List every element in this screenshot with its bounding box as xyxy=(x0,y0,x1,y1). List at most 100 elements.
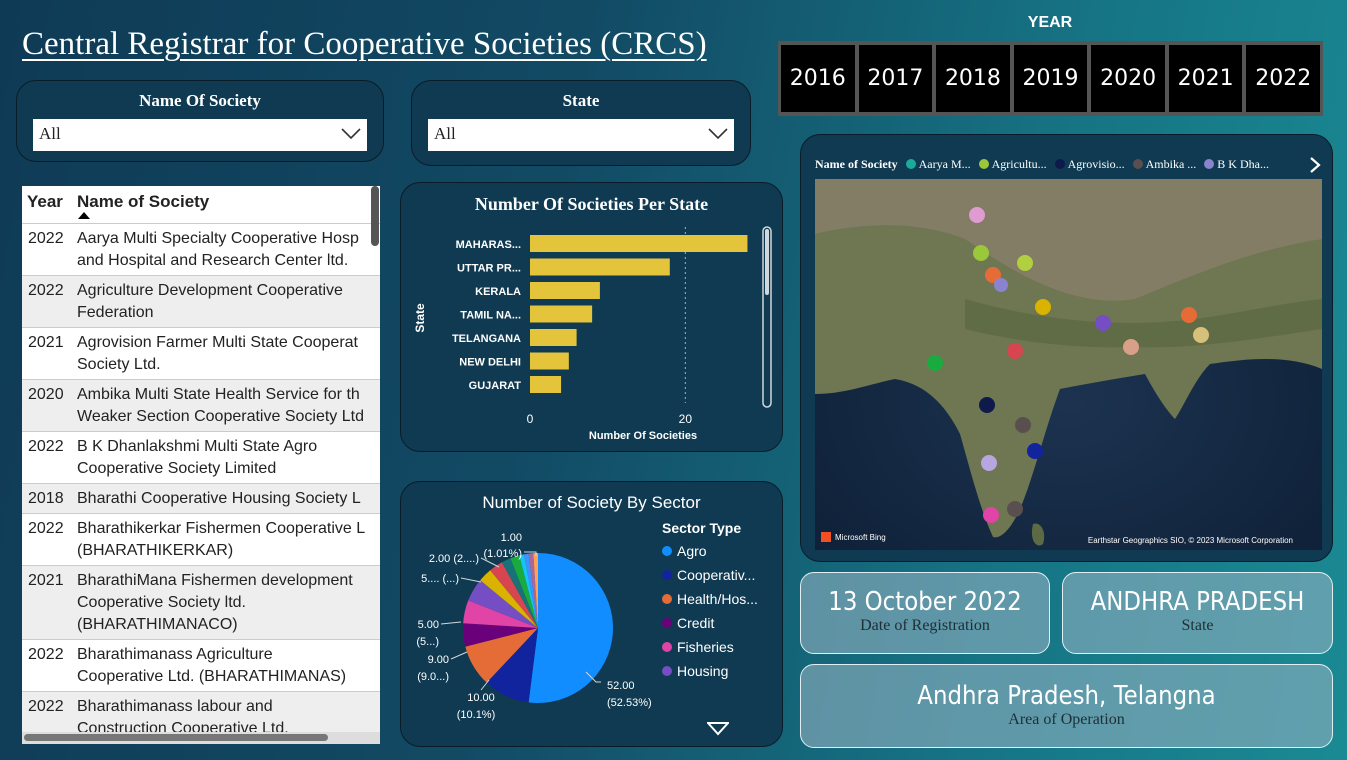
map-marker[interactable] xyxy=(973,245,989,261)
table-horizontal-scrollbar[interactable] xyxy=(24,734,328,741)
bar[interactable] xyxy=(530,376,562,393)
pie-slice[interactable] xyxy=(490,562,538,628)
legend-item[interactable]: Credit xyxy=(662,615,758,631)
table-row[interactable]: 2022 Agriculture Development Cooperative… xyxy=(22,276,380,328)
column-header-name[interactable]: Name of Society xyxy=(70,186,380,223)
map-marker[interactable] xyxy=(1007,501,1023,517)
bar-category-label: TAMIL NA... xyxy=(460,310,521,322)
scroll-down-icon[interactable] xyxy=(707,722,729,736)
table-row[interactable]: 2018 Bharathi Cooperative Housing Societ… xyxy=(22,484,380,514)
legend-item[interactable]: Fisheries xyxy=(662,639,758,655)
microsoft-logo-icon xyxy=(821,532,831,542)
map-marker[interactable] xyxy=(979,397,995,413)
leader-line xyxy=(480,679,490,691)
pie-slice[interactable] xyxy=(519,554,538,628)
legend-dot-icon xyxy=(1132,159,1143,169)
pie-slice[interactable] xyxy=(468,580,538,628)
map-marker[interactable] xyxy=(927,355,943,371)
table-row[interactable]: 2021 BharathiMana Fishermen development C… xyxy=(22,566,380,640)
pie-slice[interactable] xyxy=(465,628,538,683)
bar[interactable] xyxy=(530,305,593,323)
map-marker[interactable] xyxy=(1095,315,1111,331)
bar-category-label: NEW DELHI xyxy=(459,357,521,369)
map-marker[interactable] xyxy=(994,278,1008,292)
state-chart-title: Number Of Societies Per State xyxy=(474,194,709,214)
map-legend-item[interactable]: Aarya M... xyxy=(905,157,971,172)
map-marker[interactable] xyxy=(1015,417,1031,433)
map-marker[interactable] xyxy=(969,207,985,223)
legend-label: Agro xyxy=(677,543,707,559)
map-marker[interactable] xyxy=(1027,443,1043,459)
bar[interactable] xyxy=(530,329,577,346)
leader-line xyxy=(440,621,462,625)
cell-name: (BHARATHIMANACO) xyxy=(77,616,238,633)
map-marker[interactable] xyxy=(985,267,1001,283)
cell-name: Society Ltd. xyxy=(77,356,161,373)
bar[interactable] xyxy=(530,258,670,276)
bar[interactable] xyxy=(530,235,748,252)
map-marker[interactable] xyxy=(981,455,997,471)
chevron-down-icon xyxy=(708,128,728,140)
legend-item[interactable]: Health/Hos... xyxy=(662,591,758,607)
map-marker[interactable] xyxy=(1007,343,1023,359)
pie-slice[interactable] xyxy=(463,623,538,647)
pie-slice[interactable] xyxy=(510,555,538,628)
bar[interactable] xyxy=(530,282,600,299)
year-button-2021[interactable]: 2021 xyxy=(1168,45,1243,112)
pie-data-label: (9.0...) xyxy=(417,671,449,683)
map-legend-item[interactable]: Ambika ... xyxy=(1132,157,1196,172)
cell-year: 2020 xyxy=(28,386,64,403)
map-legend-item[interactable]: B K Dha... xyxy=(1204,157,1269,172)
pie-slice[interactable] xyxy=(480,570,538,628)
map-marker[interactable] xyxy=(1035,299,1051,315)
sector-legend-title: Sector Type xyxy=(662,520,742,536)
pie-slice[interactable] xyxy=(533,553,538,628)
pie-slice[interactable] xyxy=(486,628,538,703)
map-marker[interactable] xyxy=(1181,307,1197,323)
map-marker[interactable] xyxy=(983,507,999,523)
society-dropdown[interactable]: All xyxy=(33,119,367,151)
table-row[interactable]: 2022 B K Dhanlakshmi Multi State Agro Coo… xyxy=(22,432,380,484)
column-header-year[interactable]: Year xyxy=(27,192,63,211)
state-slicer: State All xyxy=(411,80,751,166)
table-row[interactable]: 2022 Bharathimanass Agriculture Cooperati… xyxy=(22,640,380,692)
legend-item[interactable]: Cooperativ... xyxy=(662,567,758,583)
map-marker[interactable] xyxy=(1193,327,1209,343)
pie-slice[interactable] xyxy=(528,553,613,703)
state-bar-chart: MAHARAS... UTTAR PR... KERALA TAMIL NA... TE… xyxy=(413,226,772,442)
year-button-2017[interactable]: 2017 xyxy=(858,45,933,112)
legend-item[interactable]: Agro xyxy=(662,543,758,559)
map-marker[interactable] xyxy=(1017,255,1033,271)
legend-label: Fisheries xyxy=(677,639,734,655)
pie-slice[interactable] xyxy=(501,558,538,628)
cell-name: Ambika Multi State Health Service for th xyxy=(77,386,360,403)
pie-slice[interactable] xyxy=(528,553,538,628)
state-dropdown[interactable]: All xyxy=(428,119,734,151)
pie-slice[interactable] xyxy=(523,553,538,628)
year-button-2018[interactable]: 2018 xyxy=(936,45,1010,112)
table-row[interactable]: 2020 Ambika Multi State Health Service f… xyxy=(22,380,380,432)
map-legend-item[interactable]: Agrovisio... xyxy=(1054,157,1125,172)
cell-year: 2022 xyxy=(28,646,64,663)
year-button-2020[interactable]: 2020 xyxy=(1091,45,1165,112)
bar[interactable] xyxy=(530,352,569,370)
legend-next-icon[interactable] xyxy=(1309,157,1321,173)
table-row[interactable]: 2022 Bharathikerkar Fishermen Cooperativ… xyxy=(22,514,380,566)
year-button-2022[interactable]: 2022 xyxy=(1246,45,1321,112)
table-row[interactable]: 2021 Agrovision Farmer Multi State Coope… xyxy=(22,328,380,380)
year-button-2019[interactable]: 2019 xyxy=(1013,45,1088,112)
table-vertical-scrollbar[interactable] xyxy=(371,186,379,246)
map-canvas[interactable]: Microsoft Bing Earthstar Geographics SIO… xyxy=(815,179,1322,550)
pie-slice[interactable] xyxy=(463,600,538,628)
map-legend-item[interactable]: Agricultu... xyxy=(978,157,1047,172)
chart-scrollbar[interactable] xyxy=(762,226,772,408)
legend-dot-icon xyxy=(662,546,672,556)
map-marker[interactable] xyxy=(1123,339,1139,355)
year-slicer: 2016 2017 2018 2019 2020 2021 2022 xyxy=(778,41,1323,116)
table-row[interactable]: 2022 Aarya Multi Specialty Cooperative H… xyxy=(22,224,380,276)
year-button-2016[interactable]: 2016 xyxy=(781,45,855,112)
chart-scrollbar-thumb[interactable] xyxy=(765,229,769,295)
cell-year: 2021 xyxy=(28,334,64,351)
legend-item[interactable]: Housing xyxy=(662,663,758,679)
sort-ascending-icon xyxy=(78,212,90,219)
